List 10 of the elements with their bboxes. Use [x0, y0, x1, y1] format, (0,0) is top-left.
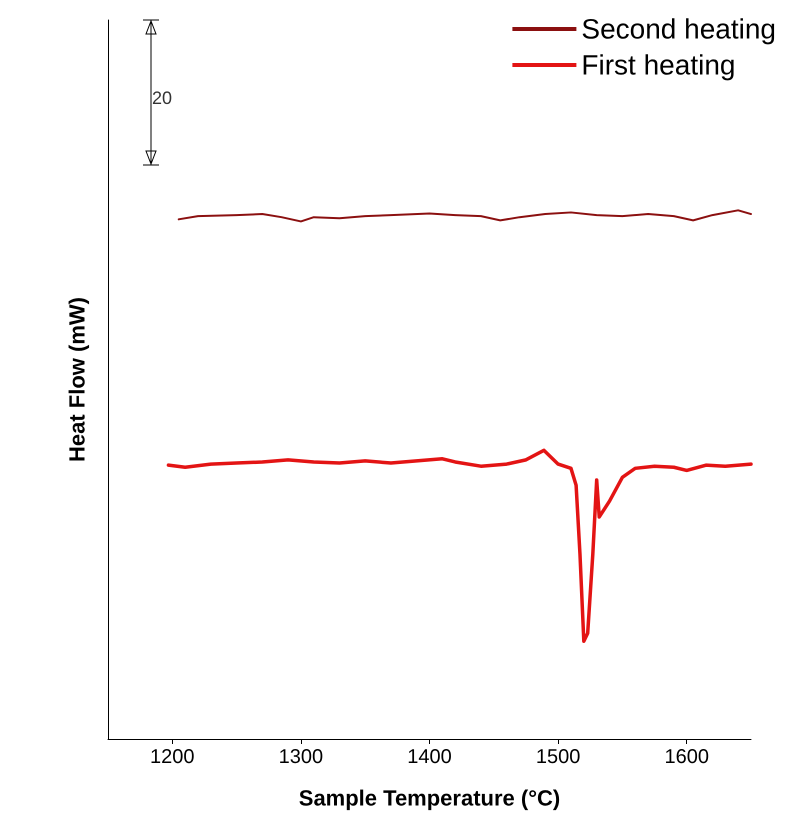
x-tick-label: 1600	[664, 746, 709, 768]
x-tick-label: 1300	[278, 746, 324, 768]
legend-label: First heating	[581, 50, 736, 80]
x-axis-title: Sample Temperature (°C)	[298, 786, 560, 810]
x-tick-label: 1400	[407, 746, 452, 768]
x-tick-label: 1500	[536, 746, 580, 768]
legend-label: Second heating	[581, 14, 776, 44]
text: 20	[152, 88, 172, 108]
x-tick-label: 1200	[150, 746, 195, 768]
y-axis-title: Heat Flow (mW)	[64, 297, 90, 462]
